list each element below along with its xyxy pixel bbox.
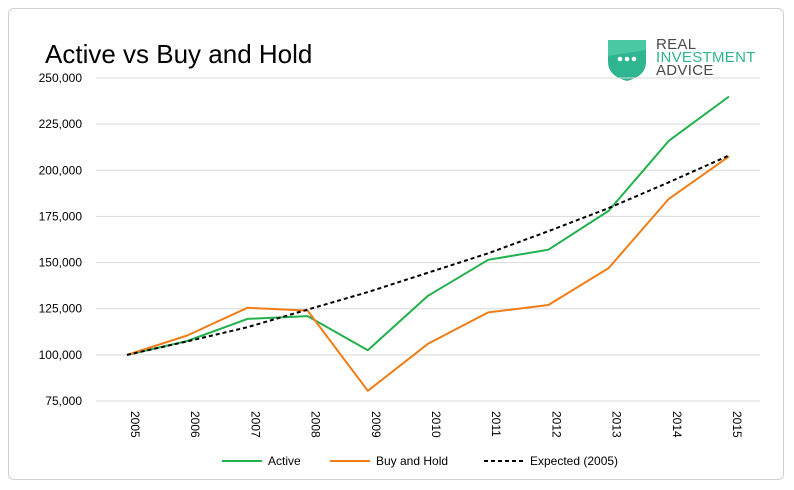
legend-label: Buy and Hold <box>376 454 448 468</box>
shield-icon <box>608 40 646 81</box>
logo-line-3: ADVICE <box>656 62 714 79</box>
x-tick-label: 2007 <box>248 411 262 438</box>
logo-line-1: REAL <box>656 36 697 53</box>
y-tick-label: 225,000 <box>39 117 83 131</box>
x-tick-label: 2008 <box>309 411 323 438</box>
logo-line-2: INVESTMENT <box>656 49 756 66</box>
y-tick-label: 200,000 <box>39 163 83 177</box>
y-tick-label: 125,000 <box>39 302 83 316</box>
x-tick-label: 2005 <box>128 411 142 438</box>
y-tick-label: 250,000 <box>39 71 83 85</box>
x-tick-label: 2010 <box>429 411 443 438</box>
y-tick-label: 175,000 <box>39 209 83 223</box>
x-tick-label: 2014 <box>670 411 684 438</box>
grid <box>96 77 760 402</box>
legend-label: Active <box>268 454 301 468</box>
x-axis: 2005 2006 2007 2008 2009 2010 2011 2012 2013 2014… <box>128 411 744 438</box>
x-tick-label: 2013 <box>610 411 624 438</box>
legend-label: Expected (2005) <box>530 454 618 468</box>
x-tick-label: 2006 <box>188 411 202 438</box>
plot-area <box>126 95 730 392</box>
series-line <box>126 95 730 356</box>
y-tick-label: 75,000 <box>45 394 82 408</box>
x-tick-label: 2009 <box>369 411 383 438</box>
x-tick-label: 2012 <box>549 411 563 438</box>
x-tick-label: 2015 <box>730 411 744 438</box>
legend: Active Buy and Hold Expected (2005) <box>222 454 618 468</box>
chart-title: Active vs Buy and Hold <box>45 39 313 69</box>
y-axis: 75,000 100,000 125,000 150,000 175,000 200,00… <box>39 71 83 408</box>
x-tick-label: 2011 <box>489 411 503 437</box>
series-line <box>126 155 730 392</box>
y-tick-label: 150,000 <box>39 256 83 270</box>
brand-logo: REAL INVESTMENT ADVICE <box>604 34 774 84</box>
y-tick-label: 100,000 <box>39 348 83 362</box>
logo-wordmark: REAL INVESTMENT ADVICE <box>656 36 756 79</box>
series-line <box>126 154 730 356</box>
